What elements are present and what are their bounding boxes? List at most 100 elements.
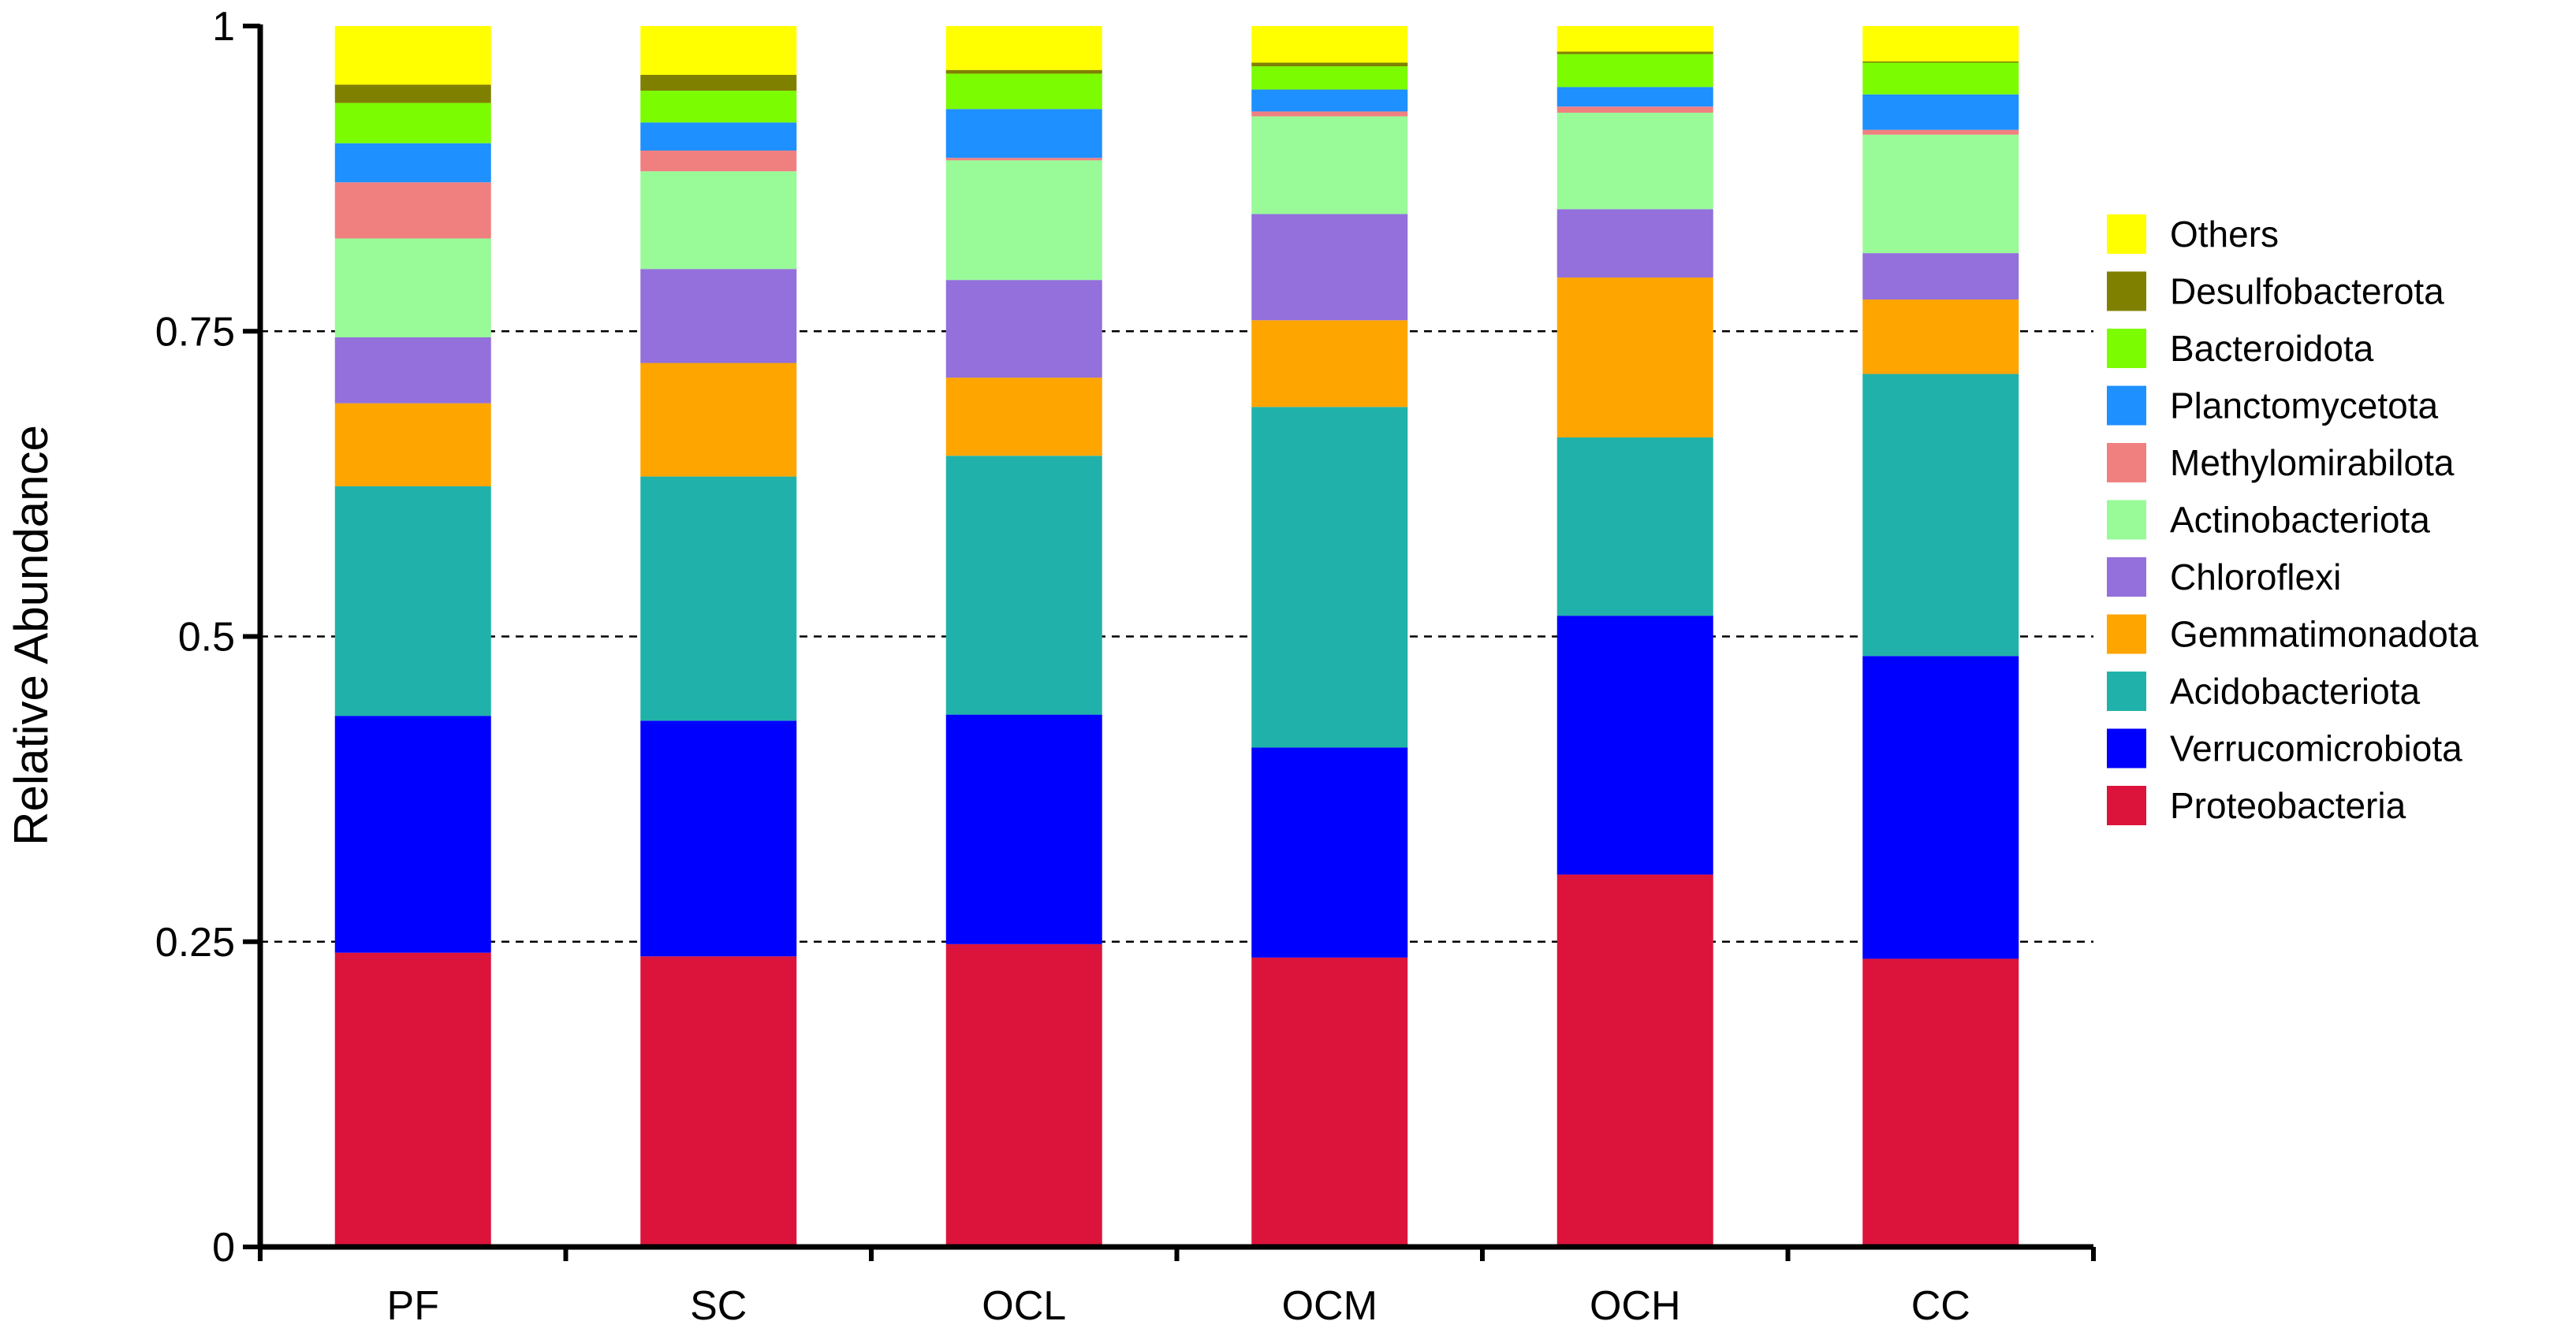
legend-swatch [2107,557,2146,597]
bar-segment-pf-others [334,26,491,85]
legend-label: Desulfobacterota [2170,271,2444,312]
bar-segment-ocl-desulfobacterota [945,69,1102,74]
bar-segment-cc-verrucomicrobiota [1862,656,2019,959]
bar-segment-cc-acidobacteriota [1862,374,2019,657]
legend-item-actinobacteriota: Actinobacteriota [2107,500,2430,541]
bar-segment-ocl-proteobacteria [945,943,1102,1247]
legend-label: Bacteroidota [2170,328,2374,369]
bar-segment-sc-desulfobacterota [640,74,797,91]
y-axis-title: Relative Abundance [5,425,58,846]
y-tick-label: 0.75 [155,309,235,355]
legend-label: Actinobacteriota [2170,500,2430,541]
bar-segment-ocm-gemmatimonadota [1251,320,1408,407]
legend-item-acidobacteriota: Acidobacteriota [2107,671,2420,712]
bar-segment-ocm-planctomycetota [1251,89,1408,112]
bar-segment-pf-desulfobacterota [334,84,491,103]
bar-group-cc [1862,26,2019,1247]
gridlines [260,330,2093,943]
y-tick-label: 1 [212,4,235,50]
bar-segment-pf-bacteroidota [334,102,491,143]
legend-item-planctomycetota: Planctomycetota [2107,385,2438,426]
bar-segment-ocl-chloroflexi [945,280,1102,378]
bar-segment-och-bacteroidota [1556,54,1713,87]
bar-segment-ocm-acidobacteriota [1251,407,1408,748]
bar-segment-ocm-desulfobacterota [1251,62,1408,67]
bar-group-sc [640,26,797,1247]
bar-segment-sc-proteobacteria [640,956,797,1247]
bar-segment-sc-gemmatimonadota [640,363,797,477]
bar-segment-cc-chloroflexi [1862,253,2019,300]
legend-swatch [2107,500,2146,540]
bar-segment-pf-methylomirabilota [334,182,491,239]
bar-segment-cc-bacteroidota [1862,62,2019,95]
bar-segment-och-planctomycetota [1556,87,1713,107]
bar-segment-ocm-chloroflexi [1251,214,1408,321]
bar-segment-ocl-methylomirabilota [945,158,1102,161]
legend-swatch [2107,443,2146,482]
bar-segment-ocl-verrucomicrobiota [945,714,1102,944]
bar-segment-ocl-bacteroidota [945,73,1102,110]
bar-segment-ocl-planctomycetota [945,109,1102,158]
bar-segment-ocl-actinobacteriota [945,160,1102,281]
bar-segment-ocl-others [945,26,1102,70]
legend-item-methylomirabilota: Methylomirabilota [2107,442,2455,483]
bar-segment-ocm-actinobacteriota [1251,116,1408,214]
bar-segment-ocl-gemmatimonadota [945,378,1102,456]
axes [243,24,2096,1261]
bar-segment-sc-acidobacteriota [640,476,797,721]
bar-segment-sc-bacteroidota [640,91,797,123]
bar-segment-och-methylomirabilota [1556,106,1713,113]
bar-segment-ocm-others [1251,26,1408,63]
bar-segment-cc-proteobacteria [1862,958,2019,1247]
bar-group-ocm [1251,26,1408,1247]
bars [334,26,2019,1247]
legend-label: Methylomirabilota [2170,442,2455,483]
legend-swatch [2107,672,2146,711]
bar-segment-ocl-acidobacteriota [945,456,1102,715]
bar-segment-pf-gemmatimonadota [334,403,491,486]
bar-segment-pf-proteobacteria [334,952,491,1247]
bar-segment-pf-acidobacteriota [334,486,491,716]
legend: Others Desulfobacterota Bacteroidota Planct… [2107,214,2479,826]
legend-label: Gemmatimonadota [2170,614,2479,655]
tick-labels: 0 0.25 0.5 0.75 1 PF SC OCL OCM OCH CC [155,4,1970,1329]
bar-segment-sc-methylomirabilota [640,150,797,172]
bar-segment-och-acidobacteriota [1556,437,1713,616]
bar-segment-sc-others [640,26,797,75]
bar-segment-cc-planctomycetota [1862,94,2019,130]
x-tick-label-pf: PF [387,1283,439,1329]
bar-segment-sc-verrucomicrobiota [640,720,797,957]
bar-segment-pf-chloroflexi [334,337,491,404]
y-tick-label: 0 [212,1225,235,1271]
bar-group-ocl [945,26,1102,1247]
legend-swatch [2107,614,2146,654]
bar-segment-pf-planctomycetota [334,143,491,183]
legend-swatch [2107,786,2146,825]
legend-label: Planctomycetota [2170,385,2438,426]
bar-segment-pf-actinobacteriota [334,238,491,337]
bar-segment-och-proteobacteria [1556,874,1713,1247]
bar-segment-och-actinobacteriota [1556,112,1713,210]
bar-segment-cc-others [1862,26,2019,61]
legend-swatch [2107,214,2146,254]
bar-segment-och-desulfobacterota [1556,51,1713,54]
bar-segment-och-others [1556,26,1713,52]
legend-item-bacteroidota: Bacteroidota [2107,328,2374,369]
legend-item-chloroflexi: Chloroflexi [2107,556,2341,597]
legend-item-gemmatimonadota: Gemmatimonadota [2107,614,2479,655]
bar-segment-och-gemmatimonadota [1556,277,1713,438]
bar-segment-cc-desulfobacterota [1862,61,2019,63]
x-tick-label-sc: SC [690,1283,747,1329]
bar-segment-sc-chloroflexi [640,269,797,363]
bar-segment-ocm-verrucomicrobiota [1251,747,1408,958]
legend-label: Acidobacteriota [2170,671,2420,712]
bar-segment-sc-planctomycetota [640,122,797,151]
x-tick-label-ocm: OCM [1282,1283,1377,1329]
bar-segment-och-verrucomicrobiota [1556,616,1713,875]
legend-swatch [2107,271,2146,311]
legend-item-proteobacteria: Proteobacteria [2107,785,2406,826]
x-tick-label-och: OCH [1590,1283,1681,1329]
bar-segment-sc-actinobacteriota [640,171,797,270]
bar-segment-ocm-proteobacteria [1251,957,1408,1247]
